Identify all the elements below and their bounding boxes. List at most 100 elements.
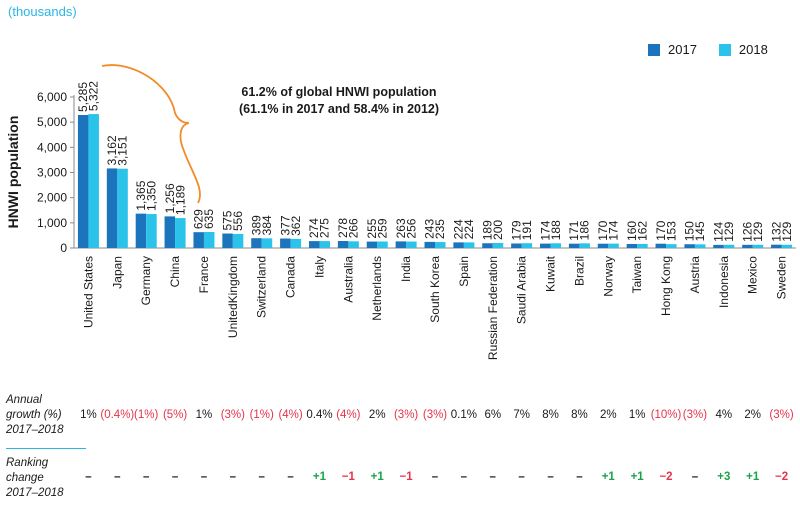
bar-2017 (424, 241, 435, 248)
growth-value: 8% (542, 409, 559, 421)
value-label-2018: 174 (607, 220, 621, 240)
ranking-value: – (200, 471, 208, 483)
growth-value: (0.4%) (100, 409, 135, 421)
ranking-value: – (547, 471, 554, 483)
bar-2018 (579, 243, 590, 248)
bar-2018 (781, 244, 793, 248)
x-tick-label: Brazil (572, 256, 586, 286)
bar-2018 (637, 243, 648, 248)
bars (77, 114, 793, 248)
ranking-value: −2 (774, 471, 789, 483)
value-label-2017: 5,285 (76, 82, 90, 112)
growth-value: 6% (484, 409, 502, 421)
x-tick-label: Spain (457, 256, 471, 287)
value-label-2018: 1,350 (144, 181, 158, 211)
ranking-label-line-2: change (6, 472, 44, 484)
x-tick-label: Netherlands (370, 256, 384, 321)
ranking-value: +1 (630, 471, 644, 483)
value-label-2018: 635 (202, 209, 216, 229)
value-label-2017: 171 (567, 220, 581, 240)
value-label-2017: 170 (654, 220, 668, 240)
growth-value: 2% (599, 409, 617, 421)
value-label-2017: 170 (596, 220, 610, 240)
bar-2018 (521, 243, 533, 248)
value-label-2018: 188 (549, 220, 563, 240)
y-tick-label: 6,000 (37, 90, 67, 104)
value-label-2017: 377 (278, 215, 292, 235)
growth-value: 8% (571, 409, 588, 421)
y-tick-label: 5,000 (37, 115, 67, 129)
x-tick-label: France (197, 256, 211, 294)
bar-2018 (463, 242, 475, 248)
x-tick-label: Indonesia (717, 256, 731, 308)
x-tick-label: China (168, 256, 182, 288)
ranking-value: – (489, 471, 496, 483)
growth-value: 2% (744, 409, 761, 421)
growth-value: 0.1% (450, 409, 477, 421)
bar-2017 (742, 244, 753, 248)
bar-2018 (435, 242, 446, 248)
bar-2018 (203, 232, 215, 248)
value-label-2018: 235 (433, 219, 447, 239)
value-label-2018: 384 (260, 215, 274, 235)
ranking-value: +1 (746, 471, 760, 483)
legend: 2017 2018 (648, 42, 790, 57)
value-label-2018: 259 (375, 218, 389, 238)
x-tick-label: Russian Federation (486, 256, 500, 360)
units-label: (thousands) (8, 4, 77, 19)
value-label-2018: 362 (289, 216, 303, 236)
value-label-2017: 278 (336, 218, 350, 238)
value-label-2018: 162 (635, 221, 649, 241)
row-separator (6, 448, 86, 449)
legend-label-2018: 2018 (738, 42, 768, 57)
value-label-2017: 124 (712, 222, 726, 242)
value-label-2018: 266 (347, 218, 361, 238)
value-label-2018: 153 (664, 221, 678, 241)
bar-2017 (366, 241, 378, 248)
y-tick-label: 0 (60, 241, 67, 255)
bar-2017 (713, 244, 724, 248)
x-tick-label: Taiwan (630, 256, 644, 293)
bar-2017 (771, 244, 782, 248)
bar-2018 (492, 242, 504, 248)
bar-2017 (193, 232, 204, 248)
value-label-2017: 3,162 (105, 135, 119, 165)
value-label-2018: 200 (491, 220, 505, 240)
ranking-value: +1 (370, 471, 384, 483)
growth-value: 4% (715, 409, 733, 421)
y-tick-label: 2,000 (37, 191, 67, 205)
growth-value: (10%) (650, 409, 682, 421)
x-tick-labels: United States Japan Germany China France Unit… (81, 255, 788, 360)
value-label-2018: 129 (722, 221, 736, 241)
bar-2018 (88, 114, 99, 248)
growth-value: 1% (628, 409, 646, 421)
growth-label-line-3: 2017–2018 (6, 424, 64, 436)
x-tick-label: Austria (688, 256, 702, 294)
value-label-2018: 129 (780, 221, 794, 241)
bar-2018 (319, 241, 330, 248)
growth-value: (3%) (422, 409, 448, 421)
ranking-label-line-1: Ranking (6, 457, 49, 469)
value-label-2017: 132 (769, 221, 783, 241)
bar-2018 (261, 238, 273, 248)
value-label-2017: 263 (394, 218, 408, 238)
x-tick-label: Switzerland (255, 256, 269, 318)
growth-value: (1%) (249, 409, 274, 421)
value-label-2017: 224 (452, 219, 466, 239)
value-label-2018: 129 (751, 221, 765, 241)
value-label-2017: 189 (481, 220, 495, 240)
x-tick-label: Sweden (775, 256, 789, 299)
ranking-value: −1 (341, 471, 355, 483)
value-label-2017: 160 (625, 221, 639, 241)
legend-swatch-2017 (648, 43, 660, 56)
growth-value: 7% (513, 409, 530, 421)
ranking-value: – (691, 471, 699, 483)
x-tick-label: Germany (139, 256, 153, 305)
bar-2018 (290, 238, 302, 248)
value-label-2018: 145 (693, 221, 707, 241)
growth-value: 1% (80, 409, 97, 421)
bar-2018 (752, 244, 764, 248)
ranking-value: – (460, 471, 468, 483)
bar-2017 (626, 243, 638, 248)
